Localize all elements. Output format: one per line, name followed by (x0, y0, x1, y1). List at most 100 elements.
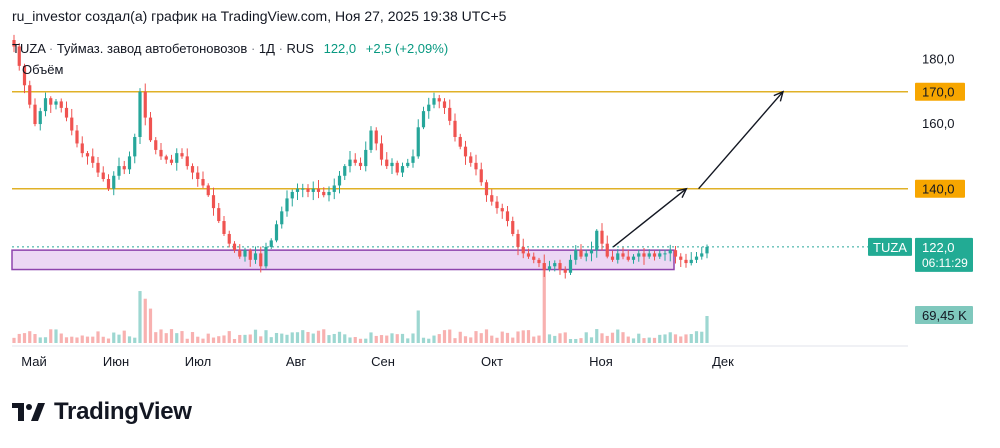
candle (12, 34, 16, 53)
volume-bar (526, 330, 531, 343)
candle (547, 260, 552, 272)
level-price-badge-1: 140,0 (915, 179, 965, 198)
volume-bar (584, 332, 588, 343)
candle (458, 133, 462, 150)
volume-bar (616, 329, 620, 343)
price-axis-layer: 160,0 180,0 170,0 140,0 TUZA 122,006:11:29 69,… (868, 51, 973, 324)
candle-body (421, 111, 426, 128)
volume-bar (322, 329, 326, 343)
candle-body (259, 253, 263, 267)
volume-bar (679, 336, 683, 343)
candle (484, 179, 489, 202)
volume-bar (332, 333, 336, 343)
candle-body (122, 166, 126, 170)
candle-body (453, 120, 457, 137)
candle (190, 163, 195, 180)
candle-body (390, 162, 394, 167)
volume-bar (400, 333, 405, 343)
volume-bar (453, 338, 457, 343)
candle (38, 107, 42, 131)
candle (148, 112, 153, 143)
candle (253, 246, 258, 264)
last-price-badge: 122,006:11:29 (915, 237, 973, 272)
candle (238, 244, 242, 259)
volume-bar (626, 336, 630, 343)
candle-body (38, 111, 42, 125)
projection-arrows-layer (612, 90, 785, 248)
candle-body (385, 159, 389, 167)
volume-bar (222, 335, 226, 343)
candle-body (348, 159, 352, 167)
candle-body (600, 230, 604, 244)
candle-body (584, 253, 588, 257)
candle-body (448, 107, 452, 121)
month-label-4: Сен (371, 354, 395, 369)
candle (28, 80, 32, 109)
volume-bar (516, 331, 520, 343)
candle-body (469, 156, 473, 163)
month-label-5: Окт (481, 354, 503, 369)
candle (637, 249, 641, 262)
volume-bar (122, 330, 126, 343)
candle-body (343, 166, 347, 176)
candle (169, 154, 174, 166)
candle-body (22, 65, 27, 86)
volume-bar (28, 331, 32, 343)
volume-bar (159, 329, 163, 343)
candle-body (43, 98, 48, 112)
candle (474, 154, 478, 176)
volume-bar (379, 335, 384, 343)
candle-body (148, 117, 153, 141)
candle-body (253, 253, 258, 260)
volume-bar (232, 338, 237, 343)
candle (553, 260, 557, 272)
candle (658, 249, 662, 259)
volume-bar (185, 338, 189, 343)
candle-body (379, 143, 384, 160)
candle (542, 254, 546, 277)
candle-body (332, 185, 336, 192)
volume-bar (705, 316, 709, 343)
candle (143, 83, 147, 126)
volume-bar (49, 329, 53, 343)
legend-line[interactable]: TUZA · Туймаз. завод автобетоновозов · 1… (12, 41, 448, 56)
candle (311, 181, 315, 201)
candle-body (49, 98, 53, 105)
candle (479, 162, 483, 186)
candle (259, 246, 263, 273)
candle (101, 166, 105, 182)
candle (64, 101, 69, 122)
candle (626, 249, 630, 262)
candle (616, 249, 620, 264)
volume-bar (358, 338, 363, 343)
volume-bar (243, 334, 247, 343)
candle (159, 143, 163, 160)
candle (274, 220, 279, 243)
candle-body (490, 195, 494, 202)
candle (584, 249, 588, 262)
candle-body (190, 166, 195, 173)
candle-body (642, 253, 646, 257)
candle-body (558, 263, 562, 270)
candle-body (201, 179, 205, 186)
volume-bar (306, 331, 310, 343)
volume-bar (568, 338, 573, 343)
candlestick-chart[interactable]: 160,0 180,0 170,0 140,0 TUZA 122,006:11:29 69,… (0, 30, 1000, 370)
candle (322, 187, 326, 198)
candle-body (694, 256, 699, 260)
volume-bar (668, 332, 672, 343)
candle-body (159, 149, 163, 157)
volume-legend[interactable]: Объём (22, 62, 63, 77)
candle-body (28, 85, 32, 105)
candle-body (647, 253, 651, 257)
candle-body (479, 169, 483, 183)
volume-bar (238, 334, 242, 343)
candle (353, 153, 357, 166)
month-label-3: Авг (286, 354, 307, 369)
volume-bar (542, 263, 546, 343)
volume-bar (117, 334, 121, 343)
candle (600, 223, 604, 251)
candle (432, 92, 436, 109)
candle (694, 252, 699, 264)
candle-body (610, 256, 615, 260)
